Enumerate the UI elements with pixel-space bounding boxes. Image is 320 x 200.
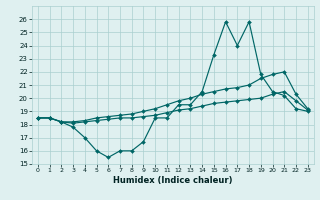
X-axis label: Humidex (Indice chaleur): Humidex (Indice chaleur) — [113, 176, 233, 185]
